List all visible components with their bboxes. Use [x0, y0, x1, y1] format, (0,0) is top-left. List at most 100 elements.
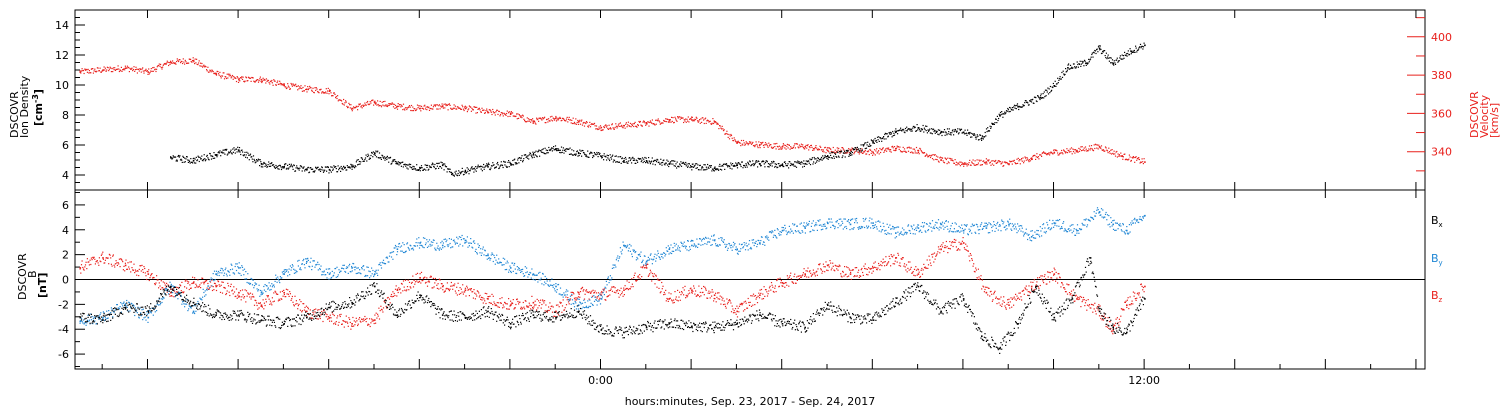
velocity-sample — [249, 77, 252, 79]
bz-sample — [827, 269, 829, 272]
density-sample — [456, 174, 458, 176]
bz-sample — [363, 319, 365, 321]
velocity-sample — [404, 109, 406, 111]
density-sample — [947, 133, 949, 135]
density-sample — [865, 142, 867, 144]
density-sample — [706, 168, 708, 170]
density-sample — [565, 150, 567, 152]
density-sample — [775, 163, 777, 165]
density-sample — [299, 167, 301, 169]
velocity-sample — [1070, 151, 1072, 153]
bz-sample — [1000, 296, 1002, 298]
bz-sample — [631, 283, 633, 285]
velocity-sample — [878, 153, 880, 155]
bz-sample — [381, 309, 383, 311]
velocity-sample — [780, 146, 782, 148]
bz-sample — [388, 298, 391, 300]
bz-sample — [642, 266, 644, 268]
velocity-sample — [635, 125, 637, 127]
velocity-sample — [387, 104, 389, 107]
bz-sample — [776, 279, 778, 281]
velocity-sample — [440, 105, 442, 107]
bz-sample — [908, 269, 910, 271]
density-sample — [522, 159, 524, 162]
bz-sample — [796, 279, 798, 281]
density-sample — [974, 134, 976, 136]
bz-sample — [462, 284, 464, 286]
bz-sample — [379, 310, 381, 312]
velocity-sample — [1021, 160, 1023, 162]
bz-sample — [957, 249, 959, 251]
velocity-sample — [570, 122, 572, 124]
velocity-sample — [729, 135, 731, 137]
density-sample — [750, 165, 752, 167]
velocity-sample — [537, 118, 539, 120]
bz-sample — [745, 302, 747, 304]
density-tick-label: 4 — [62, 169, 69, 182]
bz-point — [124, 264, 127, 267]
velocity-sample — [441, 103, 443, 105]
bz-sample — [122, 269, 124, 271]
velocity-sample — [833, 151, 835, 153]
density-sample — [263, 161, 265, 164]
bz-sample — [84, 264, 87, 266]
velocity-sample — [821, 149, 823, 151]
velocity-sample — [653, 123, 655, 125]
velocity-sample — [206, 70, 208, 72]
bz-sample — [741, 304, 743, 306]
bz-sample — [565, 304, 568, 306]
density-sample — [217, 154, 219, 156]
velocity-sample — [890, 151, 892, 153]
bz-sample — [432, 287, 434, 289]
density-sample — [212, 157, 214, 159]
density-sample — [848, 155, 850, 157]
density-sample — [554, 145, 557, 147]
bz-sample — [107, 257, 109, 259]
density-sample — [390, 163, 392, 165]
density-sample — [1009, 106, 1011, 109]
velocity-sample — [117, 65, 119, 67]
velocity-sample — [561, 117, 564, 119]
velocity-sample — [937, 156, 939, 158]
bz-sample — [690, 287, 692, 289]
bz-sample — [227, 282, 229, 284]
bz-sample — [951, 242, 953, 244]
velocity-sample — [271, 79, 273, 82]
bz-sample — [1064, 288, 1066, 290]
bz-sample — [848, 275, 850, 277]
velocity-sample — [575, 123, 578, 125]
density-sample — [481, 165, 483, 168]
bz-sample — [678, 296, 680, 298]
density-sample — [693, 165, 695, 167]
velocity-sample — [1129, 156, 1131, 158]
velocity-sample — [1034, 154, 1036, 157]
bz-sample — [443, 291, 445, 293]
bz-sample — [196, 285, 198, 287]
bz-sample — [176, 286, 178, 289]
density-sample — [395, 163, 397, 165]
velocity-sample — [714, 121, 716, 123]
bz-sample — [492, 304, 494, 306]
velocity-sample — [832, 151, 834, 153]
density-sample — [926, 125, 928, 127]
bz-sample — [419, 273, 421, 275]
bz-sample — [897, 252, 899, 254]
density-sample — [1119, 55, 1121, 57]
density-sample — [799, 162, 801, 165]
bz-sample — [244, 289, 246, 291]
density-sample — [876, 141, 878, 143]
density-sample — [795, 161, 797, 163]
velocity-sample — [743, 142, 745, 144]
velocity-sample — [1019, 163, 1021, 165]
bz-sample — [644, 267, 646, 269]
bz-sample — [1061, 282, 1063, 284]
velocity-sample — [534, 122, 536, 124]
bz-sample — [953, 241, 955, 243]
density-sample — [562, 149, 564, 151]
density-sample — [868, 145, 870, 147]
velocity-sample — [967, 163, 969, 165]
velocity-sample — [404, 107, 407, 109]
bz-sample — [679, 291, 681, 293]
bz-sample — [683, 289, 685, 291]
